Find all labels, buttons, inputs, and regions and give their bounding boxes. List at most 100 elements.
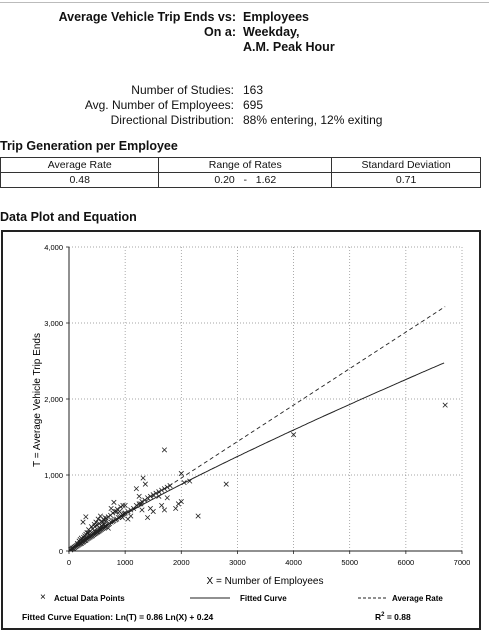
data-point: [125, 508, 131, 515]
data-point-stroke: [175, 501, 182, 507]
data-point: [105, 514, 111, 520]
top-divider: [0, 2, 489, 3]
data-point: [161, 507, 168, 513]
avg-employees-value: 695: [243, 98, 264, 112]
data-point: [181, 480, 187, 486]
data-point-stroke: [290, 432, 297, 438]
data-point: [120, 502, 126, 508]
table-row: 0.48 0.20 - 1.62 0.71: [0, 172, 481, 188]
data-point: [290, 432, 297, 438]
trip-generation-table: Average Rate Range of Rates Standard Dev…: [0, 157, 481, 188]
data-point-stroke: [85, 530, 91, 536]
data-point-stroke: [138, 501, 144, 507]
data-point: [114, 506, 120, 512]
legend-average-label: Average Rate: [392, 594, 443, 603]
data-point-stroke: [103, 515, 109, 521]
data-point-stroke: [161, 486, 168, 492]
x-tick-label: 3000: [229, 558, 246, 567]
data-point-stroke: [95, 516, 101, 522]
data-point-stroke: [110, 510, 116, 516]
data-point: [142, 481, 148, 487]
standard-deviation-value: 0.71: [331, 172, 481, 188]
data-point: [95, 516, 101, 522]
data-point: [442, 402, 448, 408]
data-point-stroke: [125, 508, 131, 515]
data-point-stroke: [150, 508, 156, 515]
trip-generation-title: Trip Generation per Employee: [0, 139, 178, 153]
data-point-stroke: [114, 506, 120, 512]
data-point: [223, 481, 229, 487]
data-point-stroke: [108, 519, 114, 525]
data-point: [128, 513, 134, 519]
data-point-stroke: [133, 502, 139, 508]
data-point-stroke: [187, 478, 193, 484]
data-point: [122, 502, 128, 508]
data-point: [147, 493, 153, 499]
x-tick-label: 1000: [117, 558, 134, 567]
data-point-stroke: [98, 518, 105, 524]
avg-employees-label: Avg. Number of Employees:: [84, 98, 234, 112]
data-point-stroke: [139, 507, 145, 513]
data-point: [101, 517, 107, 523]
y-axis-label: T = Average Vehicle Trip Ends: [32, 333, 43, 467]
y-tick-label: 1,000: [44, 471, 63, 480]
y-tick-label: 3,000: [44, 319, 63, 328]
data-point: [85, 530, 91, 536]
data-point-stroke: [147, 493, 153, 499]
data-point-stroke: [142, 481, 148, 487]
grid-lines: [69, 246, 463, 551]
on-value-period: A.M. Peak Hour: [243, 40, 335, 54]
data-point-stroke: [91, 521, 97, 527]
legend-points-label: Actual Data Points: [54, 594, 125, 603]
data-point: [173, 505, 179, 512]
data-point: [94, 529, 100, 535]
data-point: [101, 521, 107, 527]
data-point-stroke: [140, 475, 146, 481]
data-point-stroke: [97, 525, 103, 531]
data-point: [138, 501, 144, 507]
data-point: [156, 493, 162, 499]
data-point: [175, 501, 182, 507]
data-point: [118, 504, 124, 510]
studies-value: 163: [243, 83, 264, 97]
data-point: [74, 540, 81, 546]
data-point-stroke: [118, 504, 124, 510]
data-point: [108, 505, 114, 512]
on-value-day: Weekday,: [243, 25, 300, 39]
data-point-stroke: [105, 514, 111, 520]
data-point-stroke: [223, 481, 229, 487]
data-point-stroke: [119, 514, 125, 521]
vs-value: Employees: [243, 10, 310, 24]
data-point: [164, 484, 170, 490]
data-point: [103, 515, 109, 521]
data-point: [133, 502, 139, 508]
data-point-stroke: [108, 505, 114, 512]
range-low: 0.20: [214, 174, 235, 186]
data-point-stroke: [145, 514, 151, 521]
data-point-stroke: [178, 470, 184, 477]
data-point-stroke: [173, 505, 179, 512]
data-point-stroke: [105, 525, 111, 531]
data-point: [187, 478, 193, 484]
data-point-stroke: [147, 505, 153, 512]
x-tick-label: 7000: [454, 558, 471, 567]
data-point: [93, 519, 99, 525]
data-point: [133, 486, 139, 492]
studies-label: Number of Studies:: [131, 83, 234, 97]
data-point-stroke: [92, 524, 98, 530]
data-point: [145, 495, 151, 501]
data-point: [159, 502, 165, 508]
x-tick-label: 0: [67, 558, 71, 567]
data-point-stroke: [111, 499, 117, 505]
data-point-stroke: [120, 502, 126, 508]
data-point-stroke: [136, 493, 142, 499]
data-point: [145, 514, 151, 521]
data-point-stroke: [97, 513, 104, 519]
data-point: [164, 495, 170, 501]
data-point-stroke: [145, 495, 151, 501]
data-point-stroke: [103, 518, 109, 524]
data-point: [83, 514, 89, 520]
data-point-stroke: [442, 402, 448, 408]
data-point-stroke: [181, 480, 187, 486]
